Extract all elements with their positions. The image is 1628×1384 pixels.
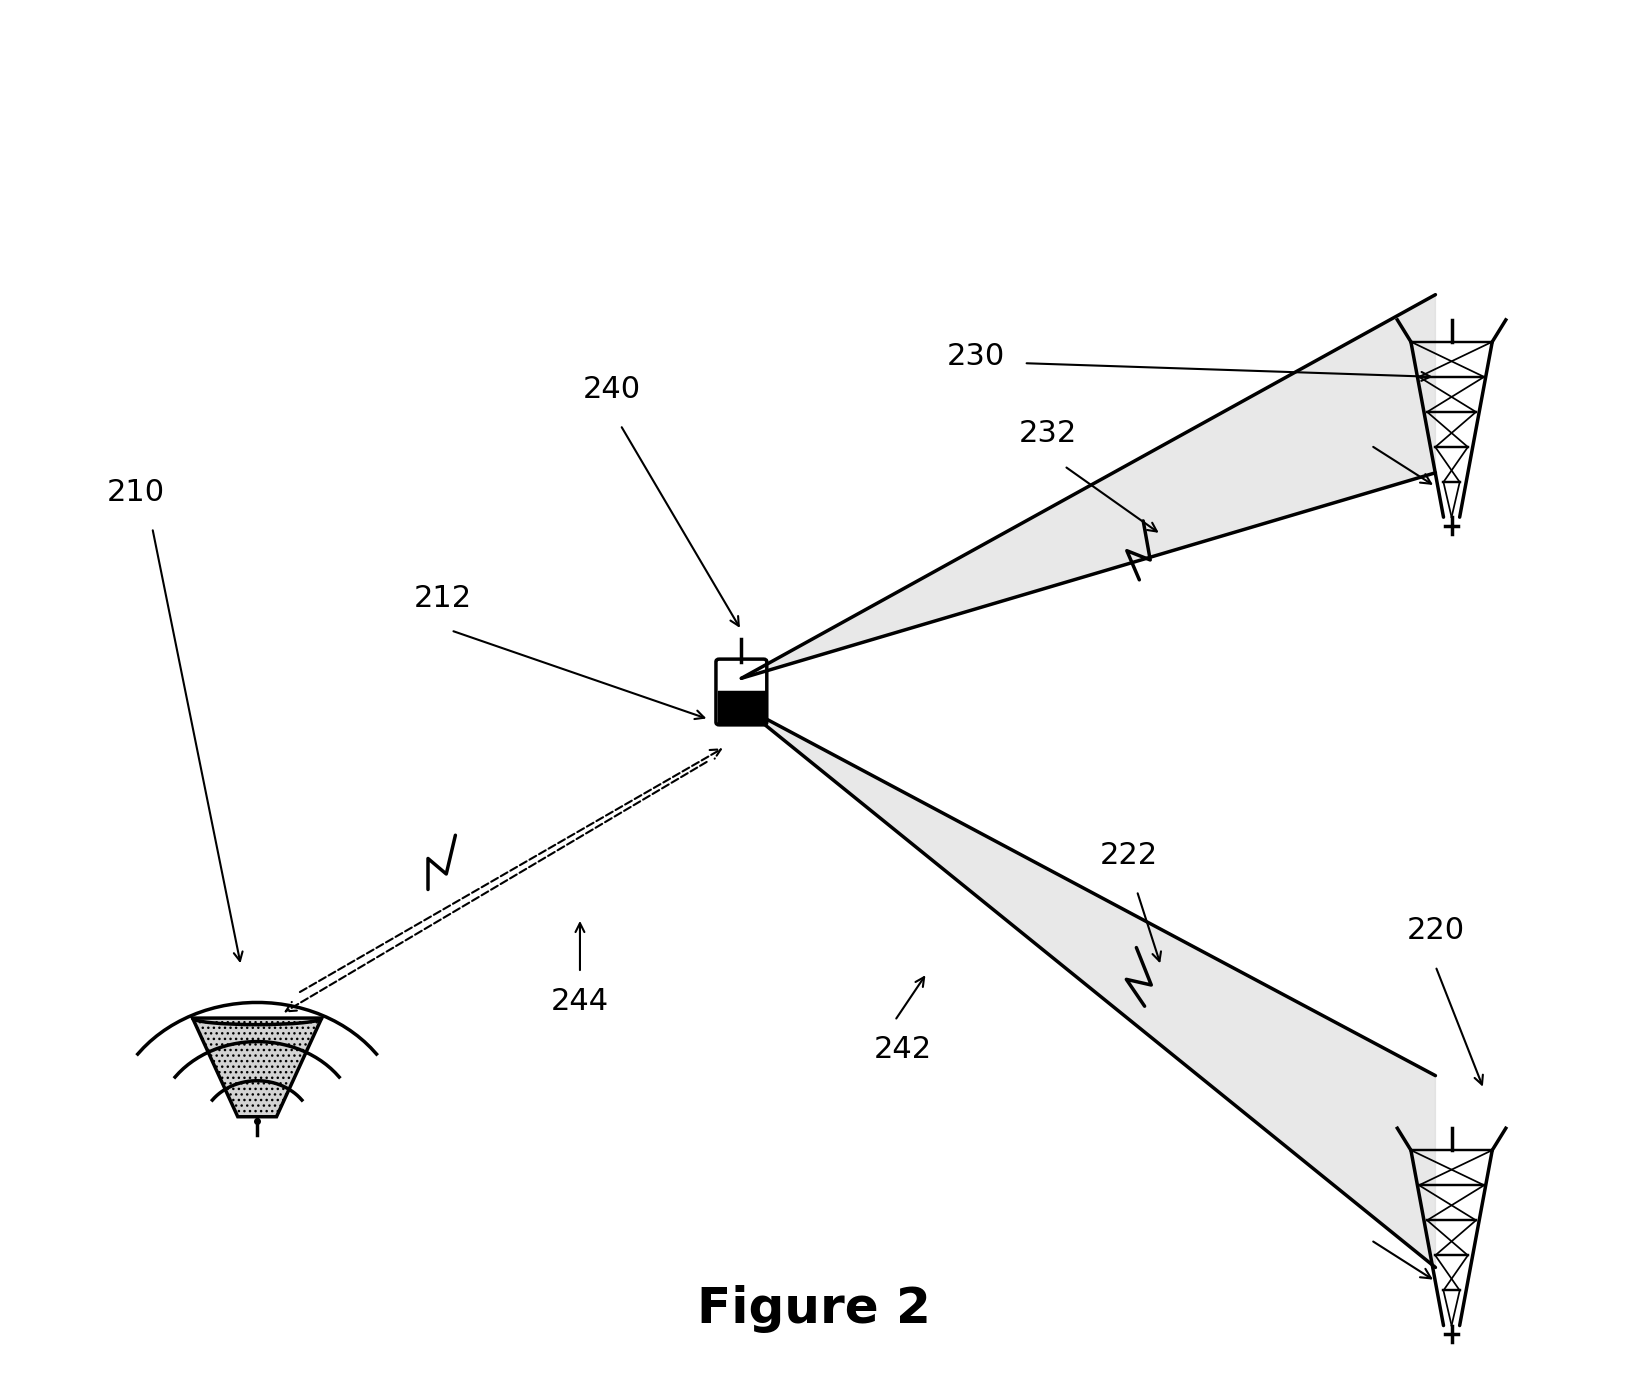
Polygon shape xyxy=(741,295,1436,678)
Text: 230: 230 xyxy=(946,342,1004,371)
Text: 232: 232 xyxy=(1019,419,1078,448)
Text: 244: 244 xyxy=(550,987,609,1016)
Text: 212: 212 xyxy=(414,584,472,613)
Text: 242: 242 xyxy=(874,1034,931,1063)
Text: 220: 220 xyxy=(1407,916,1465,945)
Polygon shape xyxy=(192,1019,322,1117)
Text: 222: 222 xyxy=(1099,841,1158,871)
Bar xyxy=(720,692,764,722)
Text: 240: 240 xyxy=(583,375,641,404)
Polygon shape xyxy=(741,706,1436,1268)
FancyBboxPatch shape xyxy=(716,659,767,725)
Text: Figure 2: Figure 2 xyxy=(697,1284,931,1333)
Text: 210: 210 xyxy=(107,477,164,507)
